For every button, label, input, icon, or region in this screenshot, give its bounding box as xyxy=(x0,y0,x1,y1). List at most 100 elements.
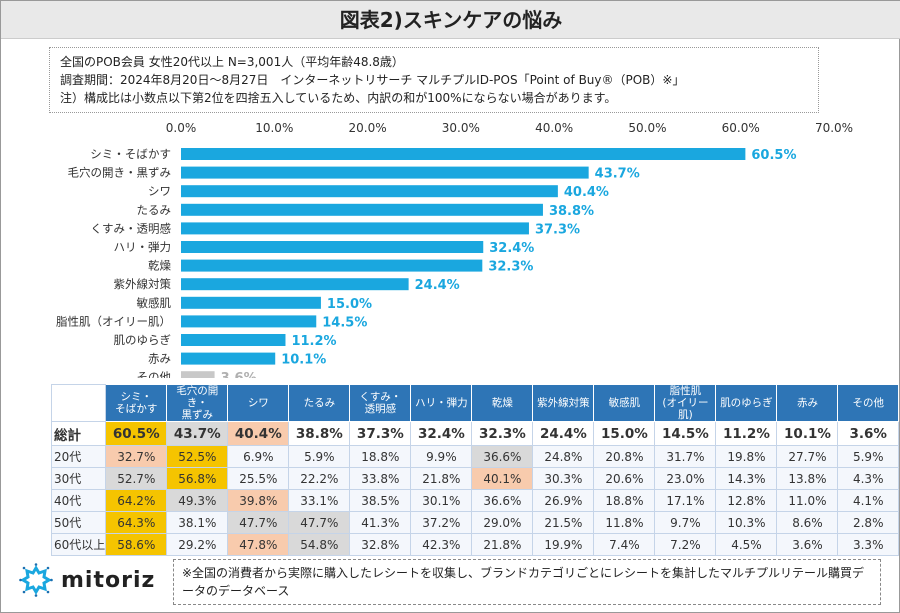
table-row: 60代以上 58.6% 29.2% 47.8% 54.8% 32.8% 42.3% 21.8%… xyxy=(50,533,899,556)
table-cell: 54.8% xyxy=(288,533,351,556)
footnote: ※全国の消費者から実際に購入したレシートを収集し、ブランドカテゴリごとにレシート… xyxy=(173,559,881,605)
x-tick-label: 50.0% xyxy=(628,121,666,135)
table-cell: 17.1% xyxy=(654,489,717,512)
value-label: 38.8% xyxy=(549,204,594,219)
table-cell: 38.1% xyxy=(166,511,229,534)
column-header: 脂性肌 (オイリー肌) xyxy=(654,384,717,422)
x-tick-label: 20.0% xyxy=(349,121,387,135)
category-label: たるみ xyxy=(137,203,172,217)
corner-cell xyxy=(50,384,107,422)
table-cell: 6.9% xyxy=(227,445,290,468)
table-cell: 30.1% xyxy=(410,489,473,512)
table-cell: 10.1% xyxy=(776,421,839,446)
category-label: その他 xyxy=(137,370,172,378)
column-header: 毛穴の開き・ 黒ずみ xyxy=(166,384,229,422)
x-tick-label: 70.0% xyxy=(815,121,853,135)
table-cell: 21.8% xyxy=(471,533,534,556)
category-label: 脂性肌（オイリー肌） xyxy=(56,314,171,328)
data-table: シミ・ そばかす 毛穴の開き・ 黒ずみ シワ たるみ くすみ・ 透明感 ハリ・弾力 乾燥 紫外線対策… xyxy=(50,384,899,556)
category-label: シワ xyxy=(148,184,171,198)
table-cell: 14.3% xyxy=(715,467,778,490)
table-cell: 19.9% xyxy=(532,533,595,556)
value-label: 24.4% xyxy=(415,278,460,293)
value-label: 15.0% xyxy=(327,297,372,312)
row-label: 20代 xyxy=(50,445,107,468)
table-cell: 29.0% xyxy=(471,511,534,534)
bar xyxy=(181,166,589,179)
value-label: 37.3% xyxy=(535,222,580,237)
table-cell: 38.8% xyxy=(288,421,351,446)
table-cell: 5.9% xyxy=(837,445,899,468)
value-label: 3.6% xyxy=(221,371,257,378)
table-cell: 40.1% xyxy=(471,467,534,490)
bar xyxy=(181,334,286,346)
table-cell: 32.3% xyxy=(471,421,534,446)
table-cell: 11.8% xyxy=(593,511,656,534)
category-label: ハリ・弾力 xyxy=(114,240,172,254)
table-cell: 31.7% xyxy=(654,445,717,468)
logo-icon xyxy=(19,563,53,597)
table-cell: 30.3% xyxy=(532,467,595,490)
column-header: 赤み xyxy=(776,384,839,422)
category-label: くすみ・透明感 xyxy=(91,221,172,235)
bar xyxy=(181,222,529,235)
table-cell: 4.5% xyxy=(715,533,778,556)
x-tick-label: 60.0% xyxy=(722,121,760,135)
table-cell: 52.5% xyxy=(166,445,229,468)
table-cell: 22.2% xyxy=(288,467,351,490)
table-cell: 7.4% xyxy=(593,533,656,556)
bar xyxy=(181,371,215,378)
table-cell: 20.6% xyxy=(593,467,656,490)
table-cell: 3.6% xyxy=(776,533,839,556)
table-cell: 11.0% xyxy=(776,489,839,512)
category-label: 敏感肌 xyxy=(137,296,172,310)
table-cell: 23.0% xyxy=(654,467,717,490)
table-cell: 18.8% xyxy=(349,445,412,468)
column-header: たるみ xyxy=(288,384,351,422)
category-label: 紫外線対策 xyxy=(114,277,172,291)
table-cell: 47.7% xyxy=(227,511,290,534)
table-cell: 14.5% xyxy=(654,421,717,446)
bar xyxy=(181,185,558,198)
survey-note: 全国のPOB会員 女性20代以上 N=3,001人（平均年齢48.8歳） 調査期… xyxy=(49,47,819,113)
value-label: 40.4% xyxy=(564,185,609,200)
value-label: 43.7% xyxy=(595,167,640,182)
table-cell: 47.8% xyxy=(227,533,290,556)
table-cell: 2.8% xyxy=(837,511,899,534)
table-cell: 38.5% xyxy=(349,489,412,512)
row-label: 60代以上 xyxy=(50,533,107,556)
table-cell: 21.5% xyxy=(532,511,595,534)
table-cell: 3.6% xyxy=(837,421,899,446)
table-cell: 64.3% xyxy=(105,511,168,534)
table-cell: 33.1% xyxy=(288,489,351,512)
bar xyxy=(181,352,276,365)
bar xyxy=(181,148,746,160)
table-cell: 4.1% xyxy=(837,489,899,512)
table-cell: 19.8% xyxy=(715,445,778,468)
table-cell: 13.8% xyxy=(776,467,839,490)
table-cell: 25.5% xyxy=(227,467,290,490)
table-cell: 33.8% xyxy=(349,467,412,490)
table-cell: 40.4% xyxy=(227,421,290,446)
column-header: 敏感肌 xyxy=(593,384,656,422)
note-line: 注）構成比は小数点以下第2位を四捨五入しているため、内訳の和が100%にならない… xyxy=(60,91,617,105)
category-label: 肌のゆらぎ xyxy=(114,333,172,347)
column-header: その他 xyxy=(837,384,899,422)
x-tick-label: 10.0% xyxy=(255,121,293,135)
table-cell: 27.7% xyxy=(776,445,839,468)
x-tick-label: 40.0% xyxy=(535,121,573,135)
table-row: 20代 32.7% 52.5% 6.9% 5.9% 18.8% 9.9% 36.6% 24.8%… xyxy=(50,445,899,468)
table-cell: 32.4% xyxy=(410,421,473,446)
table-cell: 21.8% xyxy=(410,467,473,490)
table-cell: 42.3% xyxy=(410,533,473,556)
table-cell: 32.7% xyxy=(105,445,168,468)
bar xyxy=(181,203,543,216)
column-header: 肌のゆらぎ xyxy=(715,384,778,422)
category-label: 毛穴の開き・黒ずみ xyxy=(68,166,172,180)
note-line: 全国のPOB会員 女性20代以上 N=3,001人（平均年齢48.8歳） xyxy=(60,55,404,69)
x-tick-label: 0.0% xyxy=(166,121,197,135)
table-cell: 9.9% xyxy=(410,445,473,468)
note-line: 調査期間：2024年8月20日～8月27日 インターネットリサーチ マルチプルI… xyxy=(60,73,685,87)
table-row: 総計 60.5% 43.7% 40.4% 38.8% 37.3% 32.4% 32.3% 24.… xyxy=(50,421,899,446)
table-cell: 36.6% xyxy=(471,489,534,512)
